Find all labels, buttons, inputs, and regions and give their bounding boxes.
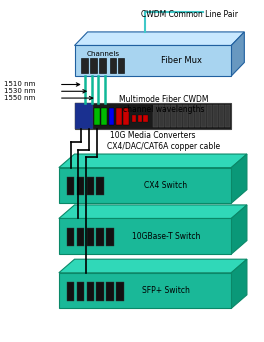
Text: 1550 nm: 1550 nm xyxy=(4,95,35,101)
Bar xyxy=(219,105,224,127)
Polygon shape xyxy=(74,45,231,76)
Bar xyxy=(213,105,218,127)
Bar xyxy=(159,105,164,127)
Bar xyxy=(123,108,129,125)
Bar xyxy=(77,228,84,246)
Bar xyxy=(99,58,106,73)
Text: Channels: Channels xyxy=(86,51,119,57)
Bar xyxy=(67,177,74,195)
Bar xyxy=(106,282,114,301)
Bar xyxy=(67,228,74,246)
Bar xyxy=(144,115,148,122)
Bar xyxy=(225,105,230,127)
Bar xyxy=(90,58,97,73)
Bar xyxy=(87,177,94,195)
Polygon shape xyxy=(231,205,247,254)
Text: SFP+ Switch: SFP+ Switch xyxy=(142,286,190,295)
Text: 1510 nm: 1510 nm xyxy=(4,81,35,88)
Bar xyxy=(109,108,115,125)
Polygon shape xyxy=(59,205,247,219)
Bar xyxy=(101,108,107,125)
Bar xyxy=(74,103,231,129)
Bar xyxy=(77,177,84,195)
Bar xyxy=(177,105,182,127)
Text: CX4 Switch: CX4 Switch xyxy=(144,181,187,190)
Bar xyxy=(87,282,94,301)
Bar xyxy=(171,105,176,127)
Bar xyxy=(201,105,206,127)
Bar xyxy=(96,228,104,246)
Bar xyxy=(132,115,136,122)
Polygon shape xyxy=(231,154,247,203)
Text: CWDM Common Line Pair: CWDM Common Line Pair xyxy=(141,10,238,19)
Text: CX4/DAC/CAT6A copper cable: CX4/DAC/CAT6A copper cable xyxy=(107,142,220,151)
Text: Multimode Fiber CWDM
channel wavelengths: Multimode Fiber CWDM channel wavelengths xyxy=(119,95,208,114)
Polygon shape xyxy=(59,259,247,273)
Polygon shape xyxy=(59,219,231,254)
Polygon shape xyxy=(59,273,231,308)
Bar xyxy=(207,105,212,127)
Bar xyxy=(189,105,194,127)
Bar xyxy=(87,228,94,246)
Bar xyxy=(96,282,104,301)
Text: Fiber Mux: Fiber Mux xyxy=(161,56,202,65)
Polygon shape xyxy=(74,32,244,45)
Polygon shape xyxy=(59,154,247,168)
Text: 10GBase-T Switch: 10GBase-T Switch xyxy=(131,232,200,241)
Bar xyxy=(67,282,74,301)
Bar xyxy=(118,58,124,73)
Bar xyxy=(77,282,84,301)
Polygon shape xyxy=(231,32,244,76)
Bar xyxy=(94,108,100,125)
Bar xyxy=(116,108,122,125)
Polygon shape xyxy=(59,168,231,203)
Bar xyxy=(153,105,158,127)
Bar xyxy=(106,228,114,246)
Bar xyxy=(74,103,93,129)
Bar xyxy=(183,105,188,127)
Bar xyxy=(116,282,124,301)
Bar xyxy=(96,177,104,195)
Text: 10G Media Converters: 10G Media Converters xyxy=(110,131,196,140)
Text: 1530 nm: 1530 nm xyxy=(4,88,35,94)
Bar xyxy=(110,58,116,73)
Bar xyxy=(165,105,169,127)
Bar xyxy=(138,115,142,122)
Bar xyxy=(81,58,88,73)
Polygon shape xyxy=(231,259,247,308)
Bar xyxy=(195,105,200,127)
